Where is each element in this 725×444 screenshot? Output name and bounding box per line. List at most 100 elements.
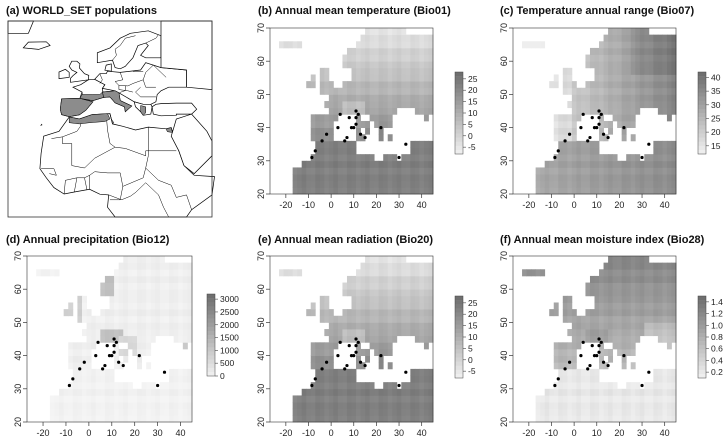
x-tick-label-c: -20 xyxy=(522,200,535,210)
population-point xyxy=(397,383,401,388)
x-tick-label-c: 30 xyxy=(637,200,647,210)
y-tick-label-f: 40 xyxy=(499,351,509,361)
population-point xyxy=(94,354,98,358)
colorbar-f: 1.4 1.21.0 0.8 0.60.4 0.2 xyxy=(697,295,723,379)
y-tick-label-c: 70 xyxy=(499,23,509,33)
panel-d-map: -20 -10 0 10 20 30 40 20 30 40 50 60 70 3000 2500 2000 1… xyxy=(13,251,239,438)
population-point xyxy=(82,360,86,364)
population-point xyxy=(354,344,358,348)
population-point xyxy=(338,112,342,116)
population-point xyxy=(647,370,651,374)
y-tick-label-b: 60 xyxy=(256,56,266,66)
population-point xyxy=(567,360,572,364)
y-tick-label-f: 70 xyxy=(499,251,509,261)
colorbar-tick-label: 0.4 xyxy=(711,355,723,365)
y-tick-label-d: 20 xyxy=(13,417,23,427)
country-jutland xyxy=(104,63,112,72)
population-point xyxy=(310,155,314,160)
x-tick-label-e: -10 xyxy=(302,428,315,438)
x-tick-label-f: 20 xyxy=(614,428,624,438)
y-tick-label-e: 60 xyxy=(256,284,266,294)
colorbar-tick-label: 0.6 xyxy=(711,344,723,354)
population-point xyxy=(338,340,342,344)
country-anatolia xyxy=(151,102,198,117)
population-point xyxy=(345,135,349,140)
x-tick-label-d: -10 xyxy=(59,428,72,438)
population-point xyxy=(601,360,606,364)
x-tick-label-c: -10 xyxy=(545,200,558,210)
y-tick-label-e: 50 xyxy=(256,317,266,327)
colorbar-tick-label: 25 xyxy=(468,74,478,84)
y-tick-label-d: 50 xyxy=(13,317,23,327)
x-tick-label-e: 40 xyxy=(417,428,427,438)
colorbar-tick-label: 1.0 xyxy=(711,320,723,330)
country-ireland xyxy=(58,68,70,79)
colorbar-tick-label: 5 xyxy=(468,119,473,129)
colorbar-tick-label: 1.2 xyxy=(711,309,723,319)
population-point xyxy=(117,360,121,364)
colorbar-d: 3000 2500 2000 1500 1000 500 0 xyxy=(206,293,239,381)
x-tick-label-f: -20 xyxy=(522,428,535,438)
y-tick-label-b: 20 xyxy=(256,189,266,199)
y-tick-label-c: 50 xyxy=(499,89,509,99)
y-tick-label-b: 50 xyxy=(256,89,266,99)
x-tick-label-d: 20 xyxy=(130,428,140,438)
population-point xyxy=(347,116,351,120)
y-tick-label-e: 20 xyxy=(256,417,266,427)
population-point xyxy=(354,350,358,354)
population-point xyxy=(588,363,592,368)
panel-d-title: (d) Annual precipitation (Bio12) xyxy=(6,234,170,246)
map-frame xyxy=(7,20,213,218)
colorbar-c: 40 35 30 25 20 15 xyxy=(697,71,721,155)
population-point xyxy=(606,135,610,140)
colorbar-tick-label: 15 xyxy=(468,321,478,331)
population-point xyxy=(352,354,356,358)
population-point xyxy=(597,116,601,120)
y-tick-label-b: 70 xyxy=(256,23,266,33)
population-point xyxy=(343,367,347,371)
x-tick-label-f: 40 xyxy=(660,428,670,438)
population-point xyxy=(78,367,82,371)
plot-frame-e xyxy=(269,255,434,423)
x-tick-label-d: 30 xyxy=(153,428,163,438)
population-point xyxy=(647,142,651,146)
colorbar-tick-label: 25 xyxy=(711,113,721,123)
x-tick-label-c: 0 xyxy=(572,200,577,210)
population-points-d xyxy=(67,337,167,388)
x-tick-label-e: 10 xyxy=(349,428,359,438)
population-point xyxy=(356,340,360,344)
colorbar-tick-label: -5 xyxy=(468,366,476,376)
population-point xyxy=(67,383,71,388)
x-tick-label-e: 20 xyxy=(371,428,381,438)
population-point xyxy=(121,363,125,368)
population-point xyxy=(354,337,358,341)
population-point xyxy=(404,370,408,374)
x-tick-label-e: 0 xyxy=(329,428,334,438)
raster-layer-d xyxy=(36,256,193,423)
y-tick-label-f: 30 xyxy=(499,384,509,394)
panel-a-world-map: (a) WORLD_SET populations xyxy=(0,0,230,222)
panel-c-map: -20 -10 0 10 20 30 40 20 30 40 50 60 70 40 35 30 25 20 15 xyxy=(499,23,721,210)
x-tick-label-e: -20 xyxy=(279,428,292,438)
x-tick-label-f: 10 xyxy=(592,428,602,438)
y-tick-label-f: 60 xyxy=(499,284,509,294)
y-tick-label-d: 60 xyxy=(13,284,23,294)
population-point xyxy=(112,350,116,354)
panel-f-title: (f) Annual mean moisture index (Bio28) xyxy=(500,234,705,246)
colorbar-tick-label: 2000 xyxy=(220,320,239,330)
y-tick-label-c: 60 xyxy=(499,56,509,66)
population-point xyxy=(595,354,599,358)
population-point xyxy=(336,354,340,358)
population-points-e xyxy=(310,337,408,388)
colorbar-tick-label: 15 xyxy=(711,141,721,151)
population-point xyxy=(156,383,160,388)
population-point xyxy=(345,363,349,368)
plot-frame-c xyxy=(512,27,677,195)
population-point xyxy=(112,337,116,341)
population-points-c xyxy=(553,109,651,160)
colorbar-tick-label: 30 xyxy=(711,100,721,110)
